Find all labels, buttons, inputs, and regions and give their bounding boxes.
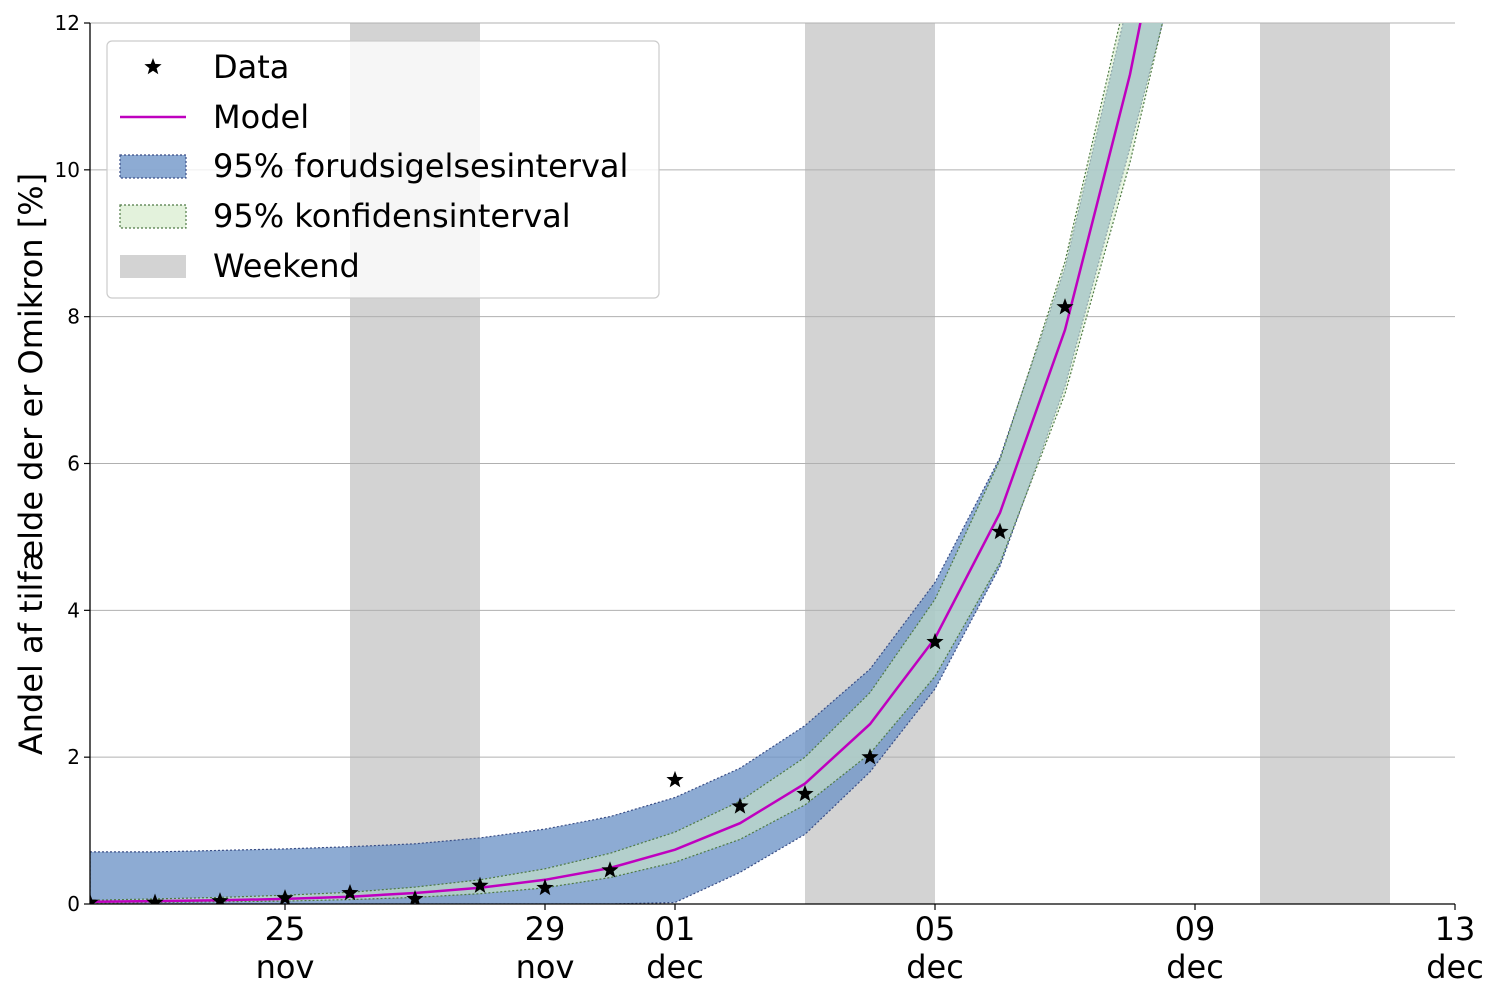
data-point-star (341, 884, 359, 901)
x-tick-label-month: dec (1426, 948, 1484, 986)
y-ticks: 0 2 4 6 8 10 12 (55, 11, 90, 916)
x-tick-label-month: dec (906, 948, 964, 986)
data-point-star (926, 632, 944, 650)
legend-label: Data (213, 48, 289, 86)
legend-item-data: Data (144, 48, 289, 86)
legend-label: 95% konfidensinterval (213, 197, 571, 235)
data-point-star (796, 784, 814, 802)
x-tick-label-day: 25 (265, 910, 306, 948)
x-tick-label-month: nov (256, 948, 315, 986)
legend: Data Model 95% forudsigelsesinterval 95% ko… (106, 40, 660, 299)
data-point-star (601, 861, 619, 878)
x-tick-label-month: nov (516, 948, 575, 986)
x-tick-label-day: 01 (655, 910, 696, 948)
y-tick-label: 6 (67, 452, 80, 476)
legend-frame (106, 40, 660, 299)
y-axis-label: Andel af tilfælde der er Omikron [%] (12, 173, 50, 755)
data-point-star (731, 797, 749, 814)
y-tick-label: 10 (55, 158, 80, 182)
legend-item-pi: 95% forudsigelsesinterval (119, 147, 628, 185)
legend-label: Model (213, 98, 309, 136)
data-point-star (471, 876, 489, 893)
x-tick-label-month: dec (1166, 948, 1224, 986)
x-tick-label-day: 13 (1435, 910, 1476, 948)
legend-star-icon (144, 58, 162, 75)
data-point-star (861, 748, 879, 765)
legend-item-model: Model (120, 98, 309, 136)
legend-label: Weekend (213, 247, 360, 285)
data-point-star (991, 522, 1009, 540)
y-tick-label: 8 (67, 305, 80, 329)
data-point-star (276, 889, 294, 904)
data-point-star (1056, 298, 1074, 315)
x-tick-label-month: dec (646, 948, 704, 986)
x-tick-label-day: 09 (1175, 910, 1216, 948)
data-point-star (666, 770, 684, 788)
legend-swatch-icon (120, 255, 186, 278)
data-points (90, 298, 1074, 904)
y-tick-label: 12 (55, 11, 80, 35)
model-line (90, 23, 1142, 904)
legend-item-weekend: Weekend (120, 247, 360, 285)
legend-swatch-icon (119, 154, 187, 179)
confidence-interval-band (90, 23, 1164, 904)
y-tick-label: 2 (67, 745, 80, 769)
data-point-star (536, 878, 554, 896)
legend-swatch-icon (119, 204, 187, 229)
y-tick-label: 4 (67, 598, 80, 622)
x-tick-label-day: 29 (525, 910, 566, 948)
legend-item-ci: 95% konfidensinterval (119, 197, 571, 235)
data-point-star (406, 889, 424, 904)
data-point-star (90, 893, 99, 904)
data-point-star (211, 892, 229, 904)
data-point-star (146, 893, 164, 904)
legend-label: 95% forudsigelsesinterval (213, 147, 628, 185)
x-tick-label-day: 05 (915, 910, 956, 948)
y-tick-label: 0 (67, 892, 80, 916)
